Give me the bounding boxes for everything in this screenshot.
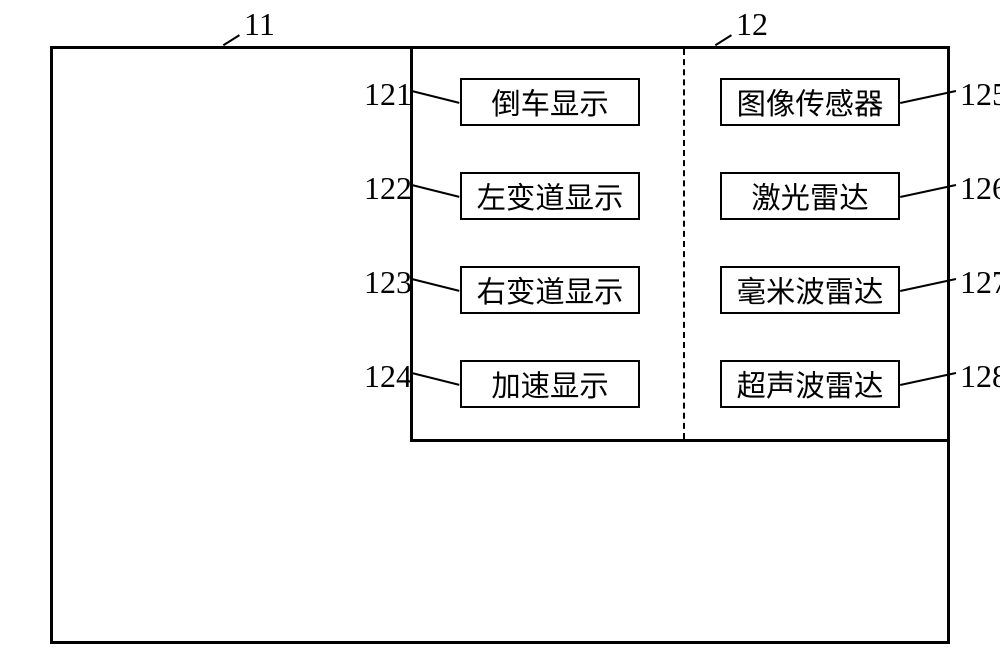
cell-label: 毫米波雷达: [737, 269, 884, 311]
ref-label-123: 123: [364, 264, 412, 301]
ref-label-126: 126: [960, 170, 1000, 207]
cell-label: 左变道显示: [477, 175, 624, 217]
ref-label-125: 125: [960, 76, 1000, 113]
cell-123: 右变道显示: [460, 266, 640, 314]
cell-126: 激光雷达: [720, 172, 900, 220]
ref-label-11: 11: [244, 6, 275, 43]
cell-121: 倒车显示: [460, 78, 640, 126]
cell-label: 加速显示: [491, 363, 608, 405]
ref-label-124: 124: [364, 358, 412, 395]
leader-line: [715, 34, 732, 46]
cell-label: 右变道显示: [477, 269, 624, 311]
cell-128: 超声波雷达: [720, 360, 900, 408]
cell-label: 倒车显示: [491, 81, 608, 123]
cell-label: 超声波雷达: [737, 363, 884, 405]
leader-line: [223, 34, 240, 46]
cell-122: 左变道显示: [460, 172, 640, 220]
ref-label-127: 127: [960, 264, 1000, 301]
cell-label: 激光雷达: [751, 175, 868, 217]
cell-125: 图像传感器: [720, 78, 900, 126]
ref-label-12: 12: [736, 6, 768, 43]
cell-127: 毫米波雷达: [720, 266, 900, 314]
cell-124: 加速显示: [460, 360, 640, 408]
ref-label-122: 122: [364, 170, 412, 207]
ref-label-128: 128: [960, 358, 1000, 395]
ref-label-121: 121: [364, 76, 412, 113]
cell-label: 图像传感器: [737, 81, 884, 123]
inner-panel-divider: [683, 49, 685, 439]
